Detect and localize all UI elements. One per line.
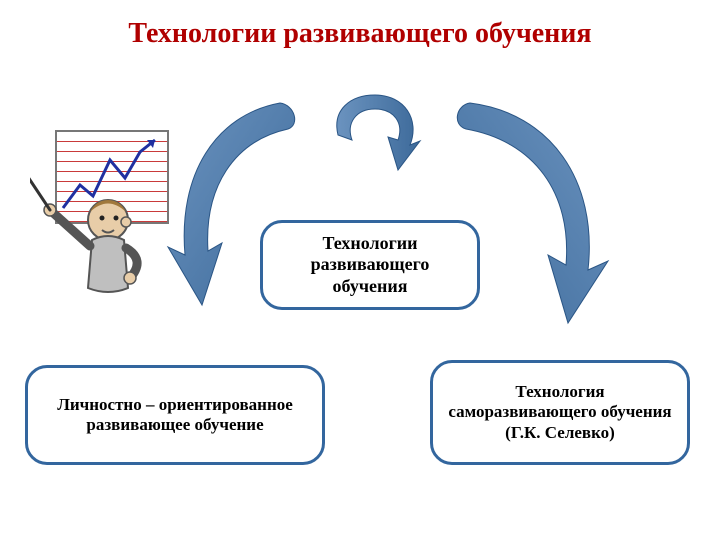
node-right-label: Технология саморазвивающего обучения (Г.… [443, 382, 677, 443]
node-left-label: Личностно – ориентированное развивающее … [38, 395, 312, 436]
node-center-label: Технологии развивающего обучения [273, 233, 467, 298]
node-right: Технология саморазвивающего обучения (Г.… [430, 360, 690, 465]
node-center: Технологии развивающего обучения [260, 220, 480, 310]
node-left: Личностно – ориентированное развивающее … [25, 365, 325, 465]
arrow-loop-icon [320, 85, 430, 205]
person-icon [30, 160, 150, 310]
diagram-canvas: Технологии развивающего обучения [0, 0, 720, 540]
page-title: Технологии развивающего обучения [0, 18, 720, 50]
